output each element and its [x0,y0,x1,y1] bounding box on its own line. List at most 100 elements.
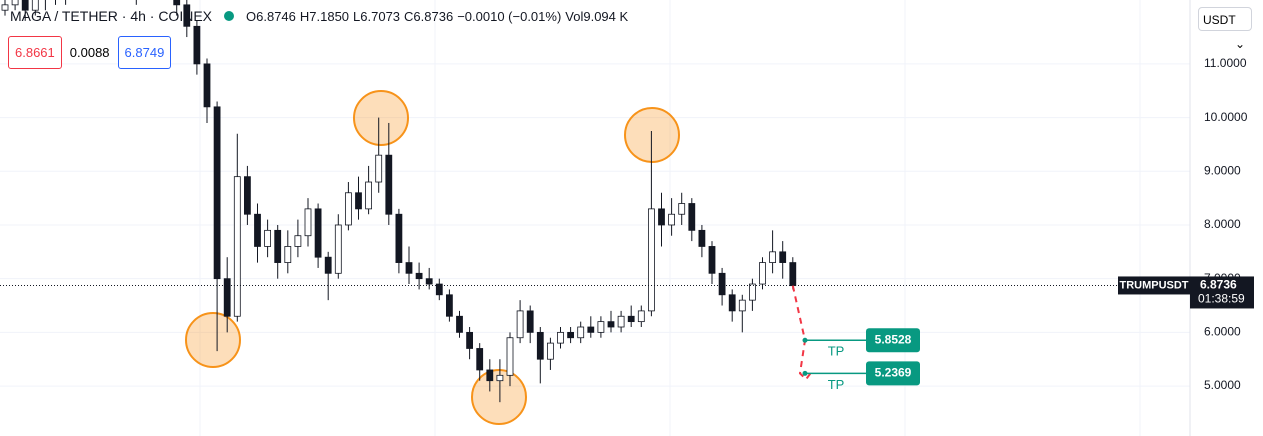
candle-body [577,326,585,339]
candle-body [466,331,474,349]
candle-body [445,294,453,317]
target-label: TP [828,344,845,359]
stat: O6.8746 [246,8,296,24]
target-tag [866,328,920,353]
caret: ⌄ [1234,37,1245,51]
candle-body [637,310,645,323]
price-tag [1190,276,1254,309]
stat: C6.8736 [404,8,454,24]
candle-body [254,213,261,247]
candle-body [567,331,574,339]
candle-body [688,203,696,231]
y-tick-label: 5.0000 [1204,378,1241,392]
candle-body [324,256,332,274]
candle-body [344,192,352,226]
y-tick-label: 8.0000 [1204,217,1241,231]
candle-body [274,229,282,263]
y-tick-label: 6.0000 [1204,325,1241,339]
sell-button[interactable]: 6.8661 [8,36,62,69]
candle-body [728,294,736,312]
candle-body [21,0,29,11]
candle-body [314,208,322,258]
candle-body [718,272,726,296]
candle-body [405,262,413,274]
candle-body [607,321,615,328]
candle-body [1,4,9,11]
highlight [471,369,527,425]
candle-body [789,262,797,287]
candle-body [243,176,251,215]
last-price-label: 6.8736 [1200,278,1237,292]
candle-body [749,283,756,301]
candle-body [597,321,605,333]
candle-body [617,315,625,328]
status-dot [224,11,235,21]
target-value: 5.8528 [875,332,912,346]
target-label: TP [828,377,845,392]
y-tick-label: 11.0000 [1204,56,1247,70]
candle-body [516,310,524,339]
stat: L6.7073 [353,8,401,24]
currency-select[interactable]: USDT ⌄ [1198,7,1252,51]
candle-body [496,374,504,382]
candle-body [183,4,191,27]
candle-body [678,203,686,215]
candle-body [385,154,393,215]
candle-body [355,192,362,210]
candle-body [506,337,514,376]
candle-body [587,326,595,333]
candle-body [698,229,706,247]
candle-body [11,0,19,6]
y-tick-label: 10.0000 [1204,110,1248,124]
y-tick-label: 9.0000 [1204,163,1241,177]
candle-body [395,213,403,263]
candle-body [193,25,201,65]
candle-body [627,315,635,323]
candle-body [173,0,181,6]
candle-body [223,278,231,317]
candle-body [375,154,383,183]
candle-body [759,262,766,285]
candle-body [547,342,554,360]
highlight [185,312,241,368]
candle-body [738,299,746,312]
candle-body [456,315,463,333]
candles [1,0,797,403]
target-dot [802,337,808,343]
target-dot [802,370,808,376]
highlight [624,107,680,163]
candle-body [769,251,776,263]
symbol-label: TRUMPUSDT [1119,279,1188,291]
stat: Vol9.094 K [565,8,629,24]
candle-body [233,176,241,317]
stat: −0.0010 (−0.01%) [457,8,562,24]
candle-body [648,208,655,312]
buy-button[interactable]: 6.8749 [117,36,172,69]
header: MAGA / TETHER · 4h · COINEX O6.8746 H7.1… [10,8,628,24]
candle-body [264,229,272,247]
symbol-tag [1118,276,1190,295]
candle-body [486,369,494,382]
candle-body [779,251,787,263]
candle-body [334,224,342,274]
candle-body [304,208,312,237]
candle-body [476,348,484,371]
order-box: 6.8661 0.0088 6.8749 [8,36,172,69]
projection [791,285,813,381]
candle-body [365,181,373,210]
candle-body [435,283,443,296]
candle-body [708,246,716,274]
candle-body [658,208,665,226]
candle-body [415,272,423,280]
candle-body [203,63,211,108]
candle-body [294,235,302,247]
candle-body [536,331,544,360]
chart-title: MAGA / TETHER · 4h · COINEX [10,8,213,24]
candle-body [284,246,292,263]
highlight [353,90,409,146]
candle-body [526,310,534,333]
stats: O6.8746 H7.1850 L6.7073 C6.8736 −0.0010 … [246,9,628,24]
candle-body [557,331,564,344]
